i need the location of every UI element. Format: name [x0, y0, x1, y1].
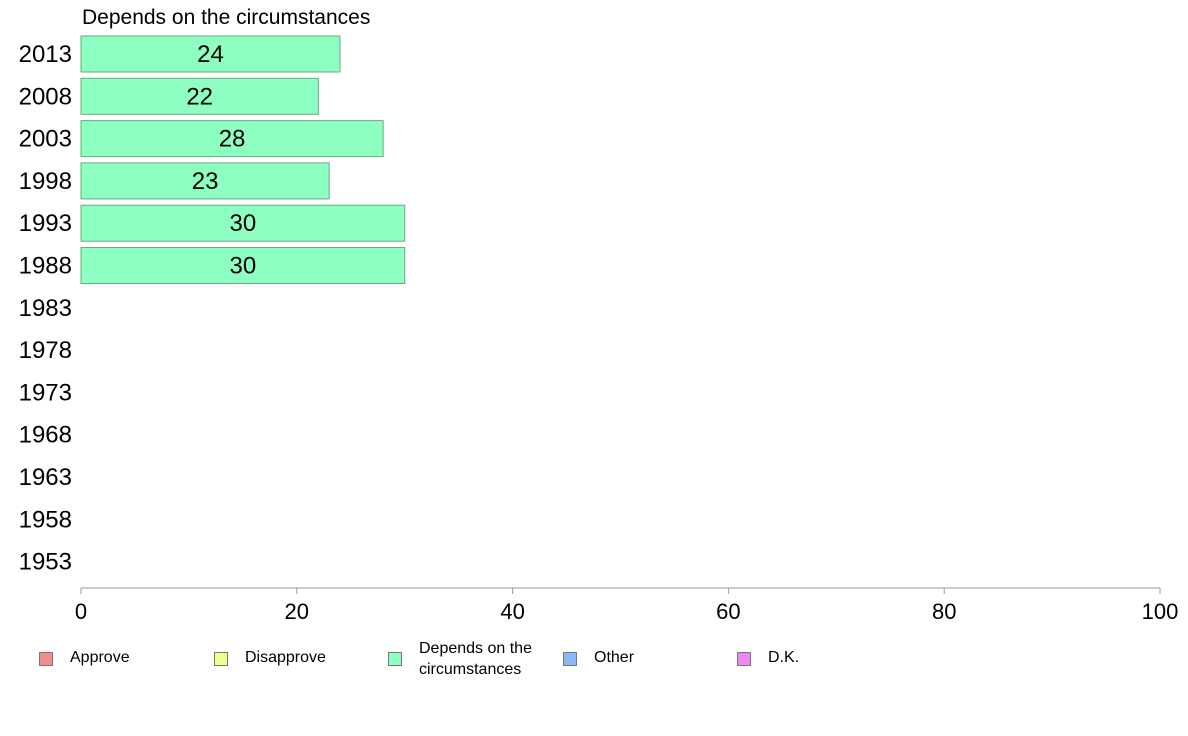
chart-title: Depends on the circumstances	[82, 6, 371, 29]
x-tick-label: 80	[932, 599, 956, 620]
category-label: 1998	[19, 168, 72, 195]
bar	[80, 247, 406, 284]
legend: Approve Disapprove Depends on the circum…	[0, 638, 1188, 688]
data-label: 28	[219, 126, 246, 153]
legend-label-depends: Depends on the circumstances	[419, 640, 532, 678]
category-label: 1988	[19, 253, 72, 280]
bar	[80, 204, 406, 242]
legend-swatch-approve	[39, 652, 53, 666]
x-tick-label: 40	[500, 599, 524, 620]
category-label: 2003	[19, 126, 72, 153]
legend-label-dk: D.K.	[768, 649, 800, 666]
x-tick-label: 100	[1142, 599, 1179, 620]
category-label: 1993	[19, 210, 72, 237]
legend-label-disapprove: Disapprove	[245, 649, 326, 666]
category-label: 2008	[19, 83, 72, 110]
category-label: 1958	[19, 506, 72, 533]
legend-label-other: Other	[594, 649, 635, 666]
legend-swatch-other	[563, 652, 577, 666]
category-label: 1973	[19, 379, 72, 406]
legend-item-dk: D.K.	[737, 638, 908, 668]
category-label: 1978	[19, 337, 72, 364]
bar	[80, 162, 330, 200]
legend-item-depends: Depends on the circumstances	[388, 638, 559, 680]
data-label: 23	[192, 168, 219, 195]
data-label: 30	[229, 210, 256, 237]
x-tick-label: 60	[716, 599, 740, 620]
data-label: 30	[229, 253, 256, 280]
category-labels: 2013 2008 2003 1998 1993 1988 1983 1978 1973 1968…	[19, 41, 72, 576]
legend-swatch-dk	[737, 652, 751, 666]
category-label: 1983	[19, 295, 72, 322]
bar	[80, 120, 384, 158]
x-axis: 0 20 40 60 80 100	[75, 587, 1179, 620]
category-label: 2013	[19, 41, 72, 68]
legend-label-approve: Approve	[70, 649, 130, 666]
data-label: 22	[186, 83, 213, 110]
legend-item-approve: Approve	[39, 638, 210, 668]
category-label: 1963	[19, 464, 72, 491]
category-label: 1968	[19, 422, 72, 449]
category-label: 1953	[19, 549, 72, 576]
bar	[80, 35, 341, 73]
legend-swatch-disapprove	[214, 652, 228, 666]
legend-item-disapprove: Disapprove	[214, 638, 385, 668]
x-tick-label: 20	[285, 599, 309, 620]
legend-item-other: Other	[563, 638, 734, 668]
legend-swatch-depends	[388, 652, 402, 666]
bar	[80, 77, 319, 115]
data-label: 24	[197, 41, 224, 68]
x-tick-label: 0	[75, 599, 87, 620]
